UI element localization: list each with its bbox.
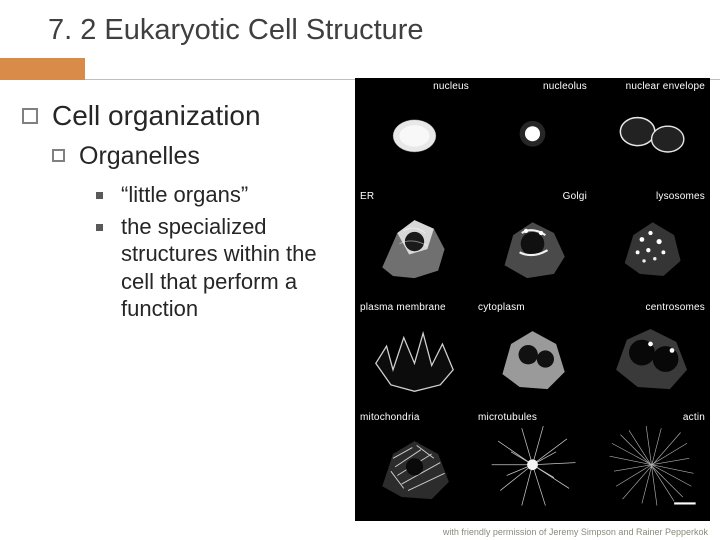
- cell-label: nucleus: [433, 81, 469, 92]
- cell-label: nuclear envelope: [626, 81, 705, 92]
- cell-microtubules: microtubules: [475, 411, 590, 518]
- list-item: Cell organization: [22, 100, 352, 132]
- square-bullet-icon: [22, 108, 38, 124]
- dot-bullet-icon: [96, 192, 103, 199]
- cell-nucleolus: nucleolus: [475, 80, 590, 187]
- cell-label: mitochondria: [360, 412, 420, 423]
- cell-label: ER: [360, 191, 374, 202]
- cell-label: plasma membrane: [360, 302, 446, 313]
- cell-nucleus: nucleus: [357, 80, 472, 187]
- square-bullet-icon: [52, 149, 65, 162]
- cell-label: cytoplasm: [478, 302, 525, 313]
- cell-label: microtubules: [478, 412, 537, 423]
- dot-bullet-icon: [96, 224, 103, 231]
- list-item: Organelles: [52, 142, 352, 171]
- cell-label: lysosomes: [656, 191, 705, 202]
- cell-centrosomes: centrosomes: [593, 301, 708, 408]
- cell-plasma-membrane: plasma membrane: [357, 301, 472, 408]
- cell-label: centrosomes: [646, 302, 705, 313]
- l3-text: the specialized structures within the ce…: [121, 213, 352, 323]
- content-block: Cell organization Organelles “little org…: [22, 100, 352, 327]
- cell-actin: actin: [593, 411, 708, 518]
- cell-golgi: Golgi: [475, 190, 590, 297]
- cell-lysosomes: lysosomes: [593, 190, 708, 297]
- list-item: the specialized structures within the ce…: [96, 213, 352, 323]
- slide: 7. 2 Eukaryotic Cell Structure Cell orga…: [0, 0, 720, 540]
- cell-label: actin: [683, 412, 705, 423]
- l3-text: “little organs”: [121, 181, 248, 209]
- image-credit: with friendly permission of Jeremy Simps…: [443, 527, 708, 537]
- l2-text: Organelles: [79, 142, 200, 171]
- cell-label: Golgi: [563, 191, 587, 202]
- cell-er: ER: [357, 190, 472, 297]
- accent-bar: [0, 58, 85, 80]
- list-item: “little organs”: [96, 181, 352, 209]
- cell-cytoplasm: cytoplasm: [475, 301, 590, 408]
- slide-title: 7. 2 Eukaryotic Cell Structure: [48, 14, 424, 47]
- cell-nuclear-envelope: nuclear envelope: [593, 80, 708, 187]
- l1-text: Cell organization: [52, 100, 261, 132]
- microscopy-grid: nucleus nucleolus nuclear envelope: [355, 78, 710, 521]
- cell-mitochondria: mitochondria: [357, 411, 472, 518]
- cell-label: nucleolus: [543, 81, 587, 92]
